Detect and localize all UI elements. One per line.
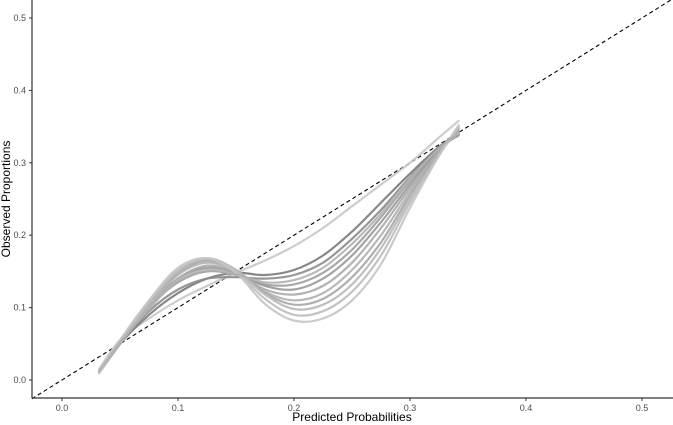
calibration-curve-2 [98, 132, 460, 373]
x-axis-ticks: 0.0 0.1 0.2 0.3 0.4 0.5 [56, 398, 649, 413]
x-tick-label: 0.1 [172, 403, 185, 413]
x-tick-label: 0.0 [56, 403, 69, 413]
y-tick-label: 0.4 [13, 85, 26, 95]
reference-diagonal-line [31, 0, 672, 400]
x-tick-label: 0.5 [636, 403, 649, 413]
x-tick-label: 0.3 [404, 403, 417, 413]
x-tick-label: 0.2 [288, 403, 301, 413]
calibration-curve-12 [98, 132, 460, 373]
y-tick-label: 0.1 [13, 303, 26, 313]
y-tick-label: 0.0 [13, 375, 26, 385]
y-tick-label: 0.3 [13, 158, 26, 168]
y-axis-ticks: 0.0 0.1 0.2 0.3 0.4 0.5 [13, 13, 32, 385]
calibration-curve-5 [98, 131, 460, 374]
y-tick-label: 0.2 [13, 230, 26, 240]
calibration-curves [98, 119, 460, 374]
calibration-curve-1 [98, 119, 460, 371]
calibration-curve-10 [98, 125, 460, 374]
x-axis-title: Predicted Probabilities [292, 410, 411, 424]
axes [31, 0, 673, 399]
y-axis-title: Observed Proportions [0, 141, 13, 258]
calibration-curve-11 [98, 124, 460, 374]
diagonal-dashed-line [31, 0, 672, 400]
calibration-curve-7 [98, 129, 460, 374]
calibration-curve-9 [98, 126, 460, 374]
x-tick-label: 0.4 [520, 403, 533, 413]
y-tick-label: 0.5 [13, 13, 26, 23]
